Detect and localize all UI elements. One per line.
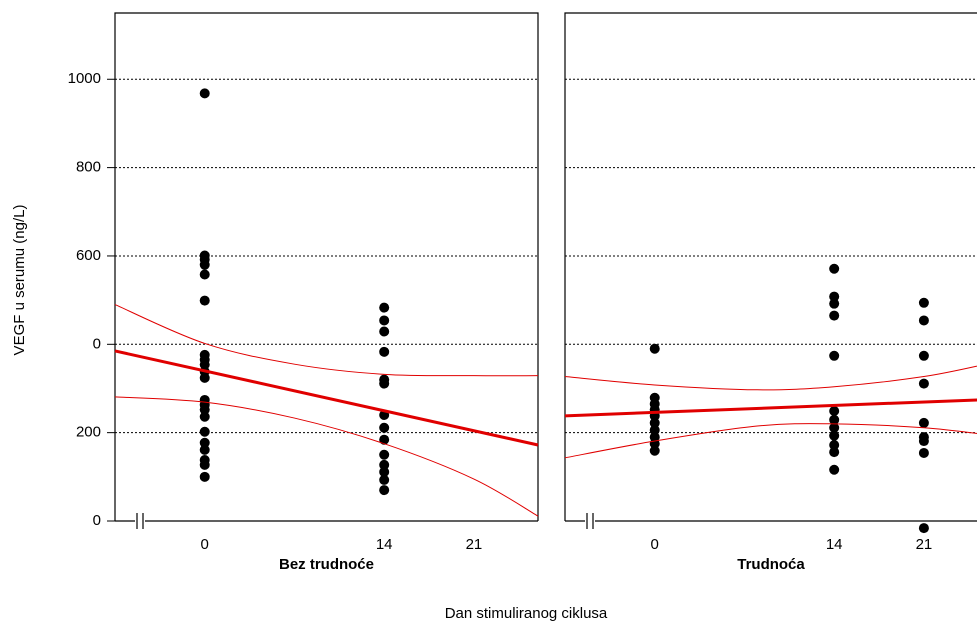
panel-title: Trudnoća xyxy=(737,556,805,573)
data-point xyxy=(379,434,390,445)
data-point xyxy=(829,291,840,302)
data-point xyxy=(829,422,840,433)
x-tick-label: 21 xyxy=(916,536,933,553)
x-tick-label: 21 xyxy=(466,536,483,553)
data-point xyxy=(379,326,390,337)
regression-line xyxy=(114,349,539,447)
confidence-band xyxy=(114,396,539,517)
data-point xyxy=(379,449,390,460)
panel-frame xyxy=(564,12,977,522)
data-point xyxy=(199,359,210,370)
data-point xyxy=(379,378,390,389)
axis-break xyxy=(586,513,594,529)
data-point xyxy=(918,523,929,534)
data-point xyxy=(379,466,390,477)
data-point xyxy=(829,298,840,309)
data-point xyxy=(918,315,929,326)
data-point xyxy=(199,88,210,99)
data-point xyxy=(199,426,210,437)
x-tick-label: 14 xyxy=(826,536,843,553)
data-point xyxy=(379,302,390,313)
data-point xyxy=(829,447,840,458)
data-point xyxy=(649,417,660,428)
y-tick-label: 0 xyxy=(93,512,101,529)
axis-break xyxy=(136,513,144,529)
y-tick-label: 600 xyxy=(76,247,101,264)
y-tick-label: 800 xyxy=(76,159,101,176)
confidence-band xyxy=(564,365,977,391)
data-point xyxy=(199,259,210,270)
regression-line xyxy=(564,398,977,418)
x-tick-label: 0 xyxy=(651,536,659,553)
data-point xyxy=(199,404,210,415)
y-axis-title: VEGF u serumu (ng/L) xyxy=(11,205,28,356)
panel-title: Bez trudnoće xyxy=(279,556,374,573)
data-point xyxy=(199,471,210,482)
data-point xyxy=(199,459,210,470)
data-point xyxy=(829,430,840,441)
confidence-band xyxy=(564,423,977,459)
data-point xyxy=(829,440,840,451)
data-point xyxy=(829,414,840,425)
data-point xyxy=(918,447,929,458)
data-point xyxy=(199,437,210,448)
data-point xyxy=(199,269,210,280)
data-point xyxy=(379,485,390,496)
data-point xyxy=(199,372,210,383)
panel-frame xyxy=(114,12,539,522)
data-point xyxy=(829,464,840,475)
data-point xyxy=(649,343,660,354)
data-point xyxy=(379,474,390,485)
data-point xyxy=(918,378,929,389)
data-point xyxy=(829,350,840,361)
confidence-band xyxy=(114,304,539,377)
x-tick-label: 0 xyxy=(201,536,209,553)
data-point xyxy=(918,297,929,308)
x-axis-title: Dan stimuliranog ciklusa xyxy=(445,605,608,622)
data-point xyxy=(199,295,210,306)
data-point xyxy=(379,315,390,326)
y-tick-label: 1000 xyxy=(68,70,101,87)
data-point xyxy=(918,350,929,361)
data-point xyxy=(379,346,390,357)
data-point xyxy=(649,425,660,436)
data-point xyxy=(918,417,929,428)
y-tick-label: 0 xyxy=(93,335,101,352)
data-point xyxy=(829,263,840,274)
x-tick-label: 14 xyxy=(376,536,393,553)
y-tick-label: 200 xyxy=(76,424,101,441)
data-point xyxy=(379,422,390,433)
data-point xyxy=(199,411,210,422)
data-point xyxy=(199,444,210,455)
data-point xyxy=(829,406,840,417)
data-point xyxy=(649,445,660,456)
data-point xyxy=(379,459,390,470)
data-point xyxy=(829,310,840,321)
data-point xyxy=(918,436,929,447)
